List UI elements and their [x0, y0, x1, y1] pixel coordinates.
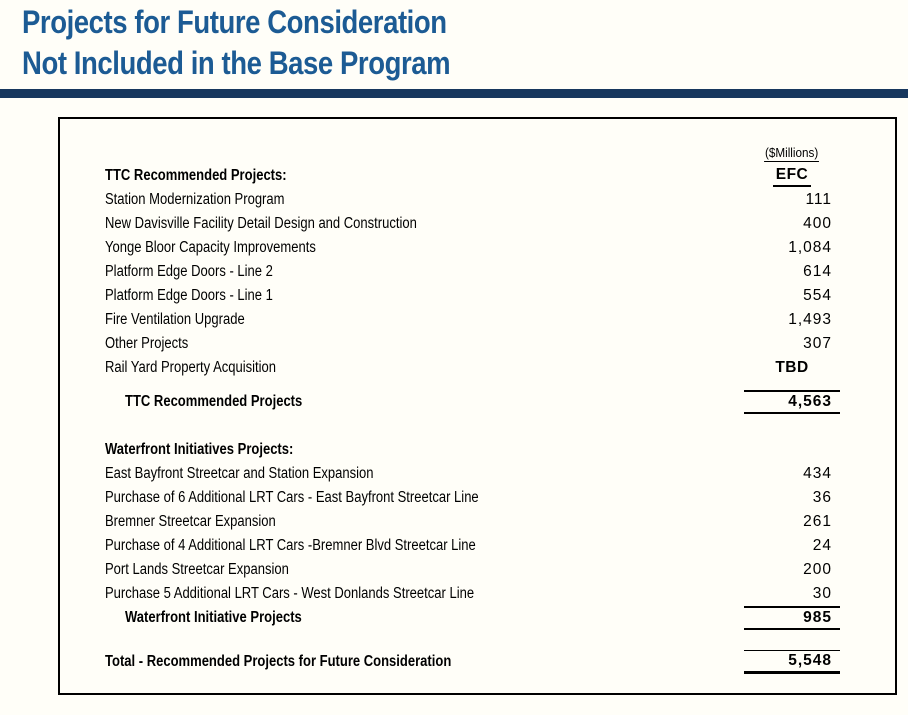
project-value: 614 [803, 263, 832, 280]
page-title-line-2: Not Included in the Base Program [22, 45, 451, 81]
table-row: New Davisville Facility Detail Design an… [60, 212, 895, 236]
project-label: Station Modernization Program [105, 191, 285, 208]
project-label: Bremner Streetcar Expansion [105, 513, 276, 530]
table-row: Port Lands Streetcar Expansion 200 [60, 558, 895, 582]
project-value: 1,084 [788, 239, 832, 256]
project-label: Yonge Bloor Capacity Improvements [105, 239, 316, 256]
table-row: Other Projects 307 [60, 332, 895, 356]
table-row: Bremner Streetcar Expansion 261 [60, 510, 895, 534]
project-label: Port Lands Streetcar Expansion [105, 561, 289, 578]
subtotal-label: TTC Recommended Projects [125, 393, 303, 410]
project-label: New Davisville Facility Detail Design an… [105, 215, 417, 232]
section-2-header: Waterfront Initiatives Projects: [105, 441, 294, 458]
subtotal-value: 4,563 [744, 390, 840, 414]
grand-total-row: Total - Recommended Projects for Future … [60, 650, 895, 674]
grand-total-value: 5,548 [744, 650, 840, 674]
project-label: Other Projects [105, 335, 189, 352]
table-row: Purchase of 4 Additional LRT Cars -Bremn… [60, 534, 895, 558]
section-1-subtotal-row: TTC Recommended Projects 4,563 [60, 390, 895, 414]
project-value: 1,493 [788, 311, 832, 328]
project-label: Platform Edge Doors - Line 2 [105, 263, 273, 280]
project-value: 36 [812, 489, 832, 506]
project-value: 111 [805, 191, 832, 208]
units-label: ($Millions) [764, 144, 820, 162]
project-value: 200 [803, 561, 832, 578]
project-value: 400 [803, 215, 832, 232]
efc-column-header: EFC [772, 166, 812, 187]
table-row: Purchase of 6 Additional LRT Cars - East… [60, 486, 895, 510]
grand-total-label: Total - Recommended Projects for Future … [105, 653, 452, 670]
units-header-row: ($Millions) [60, 142, 895, 164]
projects-table: ($Millions) TTC Recommended Projects: EF… [58, 117, 897, 695]
project-label: Rail Yard Property Acquisition [105, 359, 277, 376]
table-row: Station Modernization Program 111 [60, 188, 895, 212]
title-divider-bar [0, 89, 908, 98]
section-1-header-row: TTC Recommended Projects: EFC [60, 164, 895, 188]
page-title-line-1: Projects for Future Consideration [22, 4, 447, 40]
project-value: TBD [775, 359, 809, 376]
section-1-header: TTC Recommended Projects: [105, 167, 287, 184]
efc-column-header-cell: EFC [744, 164, 840, 188]
project-label: East Bayfront Streetcar and Station Expa… [105, 465, 374, 482]
empty-value-cell [744, 438, 840, 462]
project-value: 24 [812, 537, 832, 554]
project-label: Purchase of 4 Additional LRT Cars -Bremn… [105, 537, 476, 554]
table-row: Yonge Bloor Capacity Improvements 1,084 [60, 236, 895, 260]
units-header-cell: ($Millions) [744, 142, 840, 164]
page-title: Projects for Future Consideration Not In… [22, 2, 451, 84]
project-label: Purchase of 6 Additional LRT Cars - East… [105, 489, 479, 506]
project-label: Fire Ventilation Upgrade [105, 311, 245, 328]
project-label: Platform Edge Doors - Line 1 [105, 287, 273, 304]
table-row: Rail Yard Property Acquisition TBD [60, 356, 895, 380]
table-row: Platform Edge Doors - Line 1 554 [60, 284, 895, 308]
subtotal-label: Waterfront Initiative Projects [125, 609, 302, 626]
project-label: Purchase 5 Additional LRT Cars - West Do… [105, 585, 475, 602]
project-value: 307 [803, 335, 832, 352]
project-value: 261 [803, 513, 832, 530]
table-row: Platform Edge Doors - Line 2 614 [60, 260, 895, 284]
project-value: 554 [803, 287, 832, 304]
table-row: Purchase 5 Additional LRT Cars - West Do… [60, 582, 895, 606]
section-2-header-row: Waterfront Initiatives Projects: [60, 438, 895, 462]
table-row: Fire Ventilation Upgrade 1,493 [60, 308, 895, 332]
project-value: 30 [812, 585, 832, 602]
table-row: East Bayfront Streetcar and Station Expa… [60, 462, 895, 486]
section-2-subtotal-row: Waterfront Initiative Projects 985 [60, 606, 895, 630]
subtotal-value: 985 [744, 606, 840, 630]
project-value: 434 [803, 465, 832, 482]
